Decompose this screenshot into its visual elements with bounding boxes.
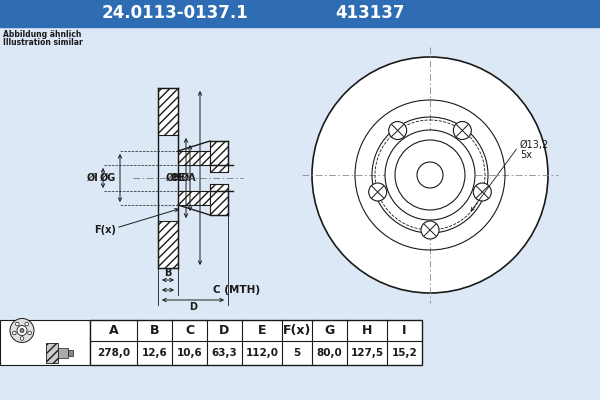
Circle shape — [20, 328, 24, 332]
Text: ØG: ØG — [100, 173, 116, 183]
Text: ØA: ØA — [181, 173, 196, 183]
Text: 5: 5 — [293, 348, 301, 358]
Text: F(x): F(x) — [94, 225, 116, 235]
Text: C: C — [185, 324, 194, 337]
Text: H: H — [362, 324, 372, 337]
Text: G: G — [325, 324, 335, 337]
Text: C (MTH): C (MTH) — [213, 285, 260, 295]
Text: 5x: 5x — [520, 150, 532, 160]
Text: ØE: ØE — [171, 173, 186, 183]
Text: Illustration similar: Illustration similar — [3, 38, 83, 47]
Text: B: B — [164, 268, 172, 278]
Circle shape — [417, 162, 443, 188]
Text: ØI: ØI — [87, 173, 99, 183]
Bar — [58, 348, 68, 358]
Circle shape — [16, 322, 19, 326]
Text: Ø104: Ø104 — [400, 188, 426, 198]
Bar — [90, 320, 422, 365]
Text: 63,3: 63,3 — [212, 348, 238, 358]
Circle shape — [473, 183, 491, 201]
Circle shape — [312, 57, 548, 293]
Bar — [158, 88, 178, 135]
Text: 278,0: 278,0 — [97, 348, 130, 358]
Bar — [210, 165, 228, 172]
Bar — [178, 191, 210, 205]
Text: 112,0: 112,0 — [245, 348, 278, 358]
Text: 12,6: 12,6 — [142, 348, 167, 358]
Text: 15,2: 15,2 — [392, 348, 418, 358]
Text: 10,6: 10,6 — [176, 348, 202, 358]
Circle shape — [10, 318, 34, 342]
Circle shape — [13, 331, 16, 335]
Text: 127,5: 127,5 — [350, 348, 383, 358]
Circle shape — [20, 337, 24, 340]
Text: 413137: 413137 — [335, 4, 405, 22]
Text: E: E — [258, 324, 266, 337]
Text: 24.0113-0137.1: 24.0113-0137.1 — [101, 4, 248, 22]
Circle shape — [389, 122, 407, 140]
Text: ØH: ØH — [166, 173, 182, 183]
Bar — [0, 320, 90, 365]
Bar — [68, 350, 73, 356]
Text: F(x): F(x) — [283, 324, 311, 337]
Text: B: B — [150, 324, 159, 337]
Text: I: I — [402, 324, 407, 337]
Circle shape — [28, 331, 31, 335]
Circle shape — [385, 130, 475, 220]
Bar — [0, 0, 600, 27]
Bar — [46, 343, 58, 363]
Text: D: D — [220, 324, 230, 337]
Text: Abbildung ähnlich: Abbildung ähnlich — [3, 30, 82, 39]
Bar — [210, 172, 243, 184]
Text: Ø13,2: Ø13,2 — [520, 140, 549, 150]
Bar — [178, 151, 210, 165]
Text: D: D — [189, 302, 197, 312]
Circle shape — [17, 326, 27, 336]
Circle shape — [421, 221, 439, 239]
Bar — [158, 221, 178, 268]
Text: A: A — [109, 324, 118, 337]
Text: 80,0: 80,0 — [317, 348, 343, 358]
Circle shape — [454, 122, 472, 140]
Bar — [210, 184, 228, 191]
Circle shape — [25, 322, 29, 326]
Bar — [210, 141, 228, 215]
Circle shape — [368, 183, 386, 201]
